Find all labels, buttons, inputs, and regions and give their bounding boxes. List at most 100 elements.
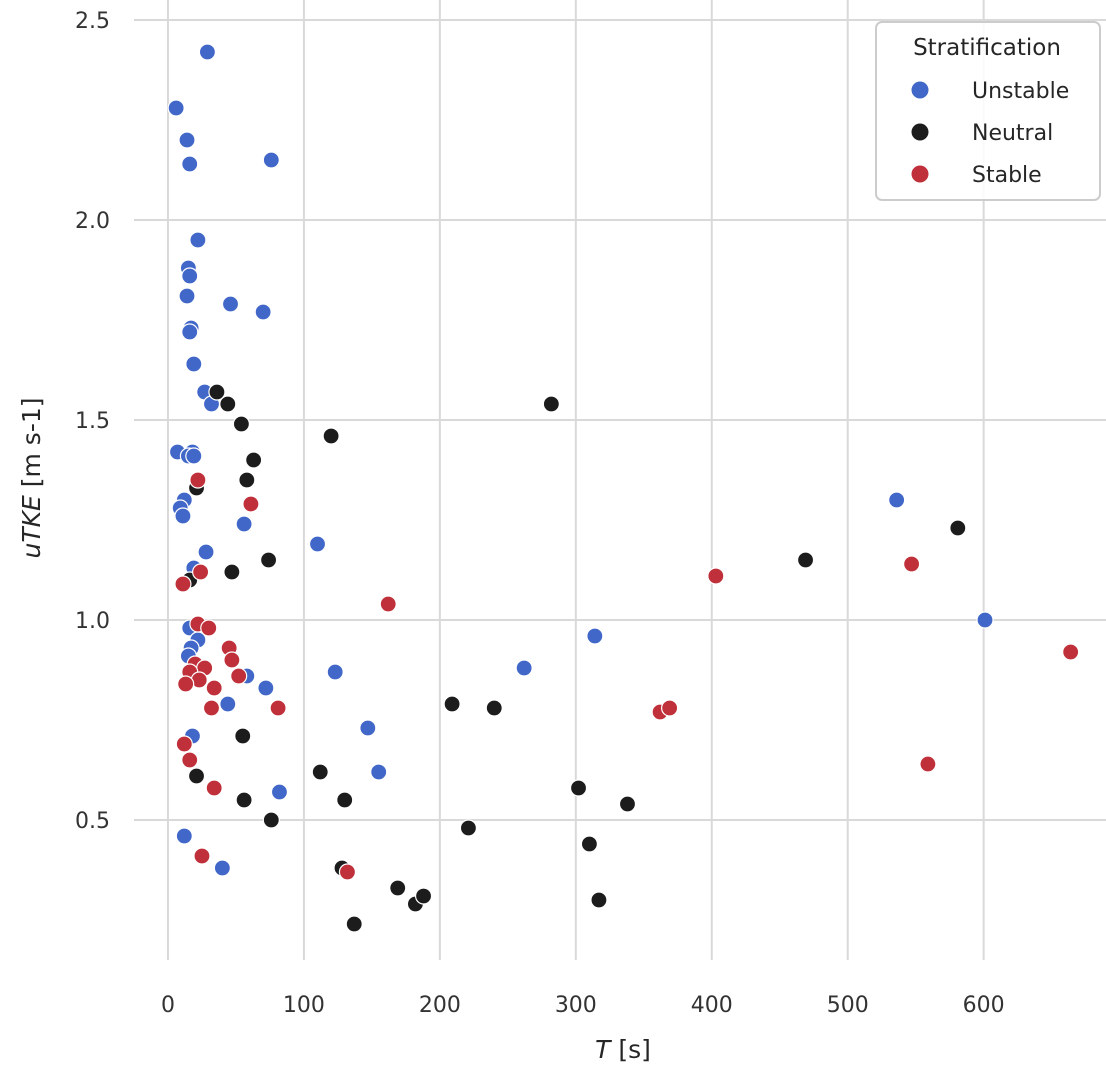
data-point-neutral bbox=[187, 767, 206, 785]
data-point-unstable bbox=[515, 659, 533, 677]
data-point-neutral bbox=[459, 819, 478, 837]
data-point-unstable bbox=[178, 131, 196, 149]
data-point-neutral bbox=[322, 427, 340, 445]
data-point-stable bbox=[205, 779, 223, 797]
data-point-neutral bbox=[569, 779, 588, 797]
data-point-unstable bbox=[257, 679, 275, 697]
data-point-unstable bbox=[254, 303, 272, 321]
data-point-unstable bbox=[976, 611, 994, 629]
data-point-neutral bbox=[262, 811, 280, 829]
legend-items: Unstable Neutral Stable bbox=[911, 79, 1069, 188]
legend-box bbox=[875, 21, 1101, 201]
y-axis-label-var: uTKE bbox=[17, 495, 46, 559]
data-point-neutral bbox=[219, 395, 237, 413]
data-point-unstable bbox=[174, 507, 192, 525]
data-point-stable bbox=[230, 667, 248, 685]
data-point-neutral bbox=[234, 727, 252, 745]
x-tick-label: 100 bbox=[283, 993, 325, 1018]
legend-marker-stable bbox=[911, 165, 929, 183]
data-point-unstable bbox=[219, 695, 237, 713]
x-tick-label: 400 bbox=[691, 993, 733, 1018]
legend-label-unstable: Unstable bbox=[972, 79, 1069, 104]
data-point-stable bbox=[707, 567, 725, 585]
x-tick-label: 500 bbox=[827, 993, 869, 1018]
data-point-unstable bbox=[221, 295, 240, 313]
data-point-stable bbox=[174, 575, 192, 593]
x-axis-label: T [s] bbox=[595, 1035, 651, 1064]
x-tick-label: 0 bbox=[161, 993, 175, 1018]
data-point-unstable bbox=[308, 535, 327, 553]
data-point-unstable bbox=[262, 151, 280, 169]
data-point-stable bbox=[181, 751, 199, 769]
data-point-unstable bbox=[370, 763, 388, 781]
y-axis-label: uTKE [m s-1] bbox=[17, 397, 46, 558]
data-point-stable bbox=[205, 679, 223, 697]
data-point-neutral bbox=[259, 551, 278, 569]
data-point-unstable bbox=[888, 491, 906, 509]
data-point-neutral bbox=[796, 551, 815, 569]
data-point-stable bbox=[242, 495, 260, 513]
data-point-stable bbox=[919, 755, 937, 773]
data-point-neutral bbox=[235, 791, 253, 809]
y-axis-label-unit: [m s-1] bbox=[17, 397, 46, 495]
data-point-unstable bbox=[213, 859, 231, 877]
legend-label-neutral: Neutral bbox=[972, 121, 1053, 146]
legend-marker-unstable bbox=[911, 81, 929, 99]
x-tick-label: 200 bbox=[419, 993, 461, 1018]
data-point-stable bbox=[193, 847, 211, 865]
data-point-stable bbox=[902, 555, 921, 573]
data-point-neutral bbox=[245, 451, 263, 469]
y-tick-label: 1.0 bbox=[75, 609, 110, 634]
data-point-unstable bbox=[178, 287, 196, 305]
data-point-neutral bbox=[208, 383, 226, 401]
data-point-unstable bbox=[181, 323, 199, 341]
data-point-neutral bbox=[618, 795, 637, 813]
data-point-stable bbox=[269, 699, 287, 717]
data-point-neutral bbox=[336, 791, 354, 809]
data-point-stable bbox=[202, 699, 221, 717]
data-point-unstable bbox=[189, 231, 207, 249]
x-axis-ticks: 0 100 200 300 400 500 600 bbox=[161, 993, 1005, 1018]
data-point-neutral bbox=[580, 835, 599, 853]
x-axis-label-unit: [s] bbox=[610, 1035, 650, 1064]
data-point-neutral bbox=[238, 471, 256, 489]
data-point-neutral bbox=[223, 563, 241, 581]
data-point-stable bbox=[1062, 643, 1080, 661]
data-point-unstable bbox=[185, 447, 203, 465]
data-points bbox=[167, 43, 1080, 933]
data-point-unstable bbox=[181, 155, 199, 173]
data-point-unstable bbox=[235, 515, 253, 533]
data-point-unstable bbox=[270, 783, 289, 801]
data-point-stable bbox=[379, 595, 397, 613]
data-point-stable bbox=[338, 863, 357, 881]
data-point-stable bbox=[200, 619, 218, 637]
x-axis-label-var: T bbox=[595, 1035, 612, 1064]
y-tick-label: 2.5 bbox=[75, 9, 110, 34]
legend-marker-neutral bbox=[911, 123, 929, 141]
data-point-unstable bbox=[181, 267, 199, 285]
data-point-neutral bbox=[949, 519, 967, 537]
series-unstable bbox=[167, 43, 994, 877]
data-point-stable bbox=[175, 735, 193, 753]
x-tick-label: 600 bbox=[963, 993, 1005, 1018]
y-tick-label: 2.0 bbox=[75, 209, 110, 234]
data-point-unstable bbox=[167, 99, 185, 117]
legend-label-stable: Stable bbox=[972, 163, 1042, 188]
data-point-stable bbox=[189, 471, 207, 489]
legend-title: Stratification bbox=[913, 35, 1061, 61]
data-point-stable bbox=[177, 675, 195, 693]
data-point-unstable bbox=[197, 543, 215, 561]
data-point-stable bbox=[661, 699, 679, 717]
data-point-unstable bbox=[198, 43, 217, 61]
data-point-neutral bbox=[590, 891, 608, 909]
data-point-unstable bbox=[586, 627, 604, 645]
y-tick-label: 1.5 bbox=[75, 409, 110, 434]
data-point-stable bbox=[192, 563, 210, 581]
data-point-unstable bbox=[359, 719, 377, 737]
y-tick-label: 0.5 bbox=[75, 809, 110, 834]
grid-lines bbox=[134, 0, 1106, 960]
data-point-neutral bbox=[311, 763, 329, 781]
data-point-neutral bbox=[485, 699, 503, 717]
data-point-unstable bbox=[185, 355, 203, 373]
